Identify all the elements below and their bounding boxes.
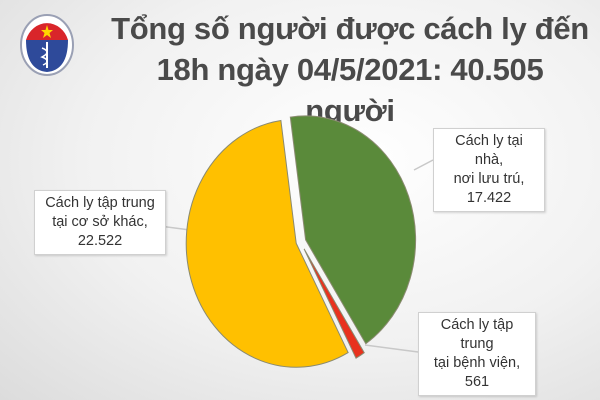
label-home: Cách ly tại nhà, nơi lưu trú, 17.422: [433, 128, 545, 212]
chart-title: Tổng số người được cách ly đến 18h ngày …: [110, 8, 590, 131]
label-other-facility: Cách ly tập trung tại cơ sở khác, 22.522: [34, 190, 166, 255]
label-other-line2: tại cơ sở khác,: [52, 214, 148, 230]
label-other-line1: Cách ly tập trung: [45, 195, 155, 211]
title-line-2: 18h ngày 04/5/2021: 40.505 người: [156, 52, 544, 128]
pie-slice-2: [185, 119, 349, 368]
label-hospital-line2: tại bệnh viện,: [433, 355, 521, 371]
pie-slice-0: [289, 115, 417, 345]
pie-slice-1: [303, 248, 365, 359]
label-hospital-line1: Cách ly tập trung: [440, 317, 514, 352]
label-home-value: 17.422: [466, 190, 512, 206]
label-other-value: 22.522: [77, 233, 123, 249]
ministry-of-health-logo: [20, 14, 74, 76]
label-home-line2: nơi lưu trú,: [453, 171, 525, 187]
title-line-1: Tổng số người được cách ly đến: [111, 11, 589, 46]
callout-line: [413, 159, 434, 171]
callout-line: [364, 344, 419, 353]
label-home-line1: Cách ly tại nhà,: [455, 133, 523, 168]
label-hospital-value: 561: [464, 374, 490, 390]
label-hospital: Cách ly tập trung tại bệnh viện, 561: [418, 312, 536, 396]
